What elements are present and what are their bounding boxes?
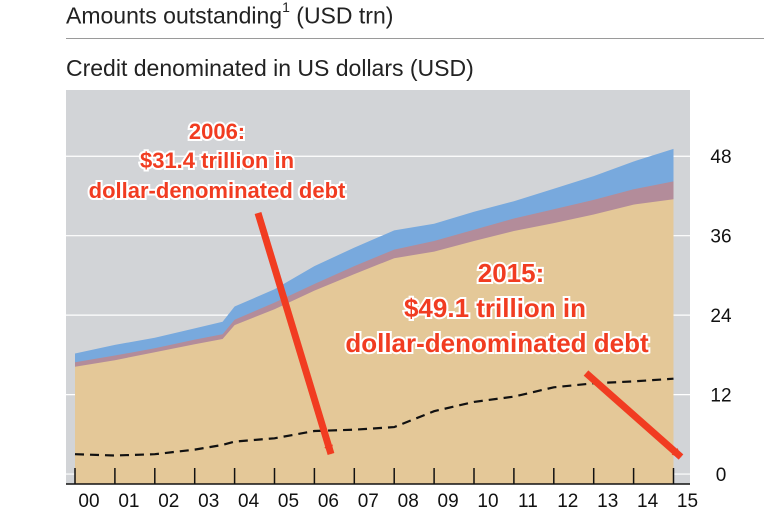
y-axis: 0 12 24 36 48 [710,147,732,486]
area-series [75,148,674,485]
x-tick-label-05: 05 [278,491,299,512]
chart-title: Credit denominated in US dollars (USD) [66,55,474,81]
x-tick-label-07: 07 [358,491,379,512]
x-tick-label-04: 04 [238,491,260,512]
y-tick-label-36: 36 [710,227,731,248]
annotation-2015: 2015: $49.1 trillion in dollar-denominat… [343,256,684,460]
x-tick-label-00: 00 [78,491,99,512]
x-axis: 00 01 02 03 04 05 06 07 08 09 10 11 12 13 14 15 [74,468,698,512]
y-tick-label-48: 48 [710,147,731,168]
x-tick-label-01: 01 [118,491,139,512]
arrow-2015 [583,370,684,460]
annotation-2006-line-1: 2006: [189,119,245,144]
annotation-2006-line-2: $31.4 trillion in [140,148,294,173]
x-tick-label-14: 14 [637,491,659,512]
dashed-line-0 [74,377,674,457]
header-unit: (USD trn) [296,2,394,29]
footnote-marker: 1 [282,0,290,15]
header-divider [66,38,764,39]
x-tick-label-08: 08 [398,491,419,512]
x-tick-label-09: 09 [438,491,459,512]
x-tick-label-06: 06 [318,491,339,512]
x-tick-label-03: 03 [198,491,219,512]
x-tick-label-15: 15 [677,491,698,512]
line-series [74,377,674,457]
x-tick-label-13: 13 [597,491,618,512]
y-tick-label-24: 24 [710,306,732,327]
x-tick-label-11: 11 [518,491,538,512]
x-tick-label-10: 10 [477,491,498,512]
annotation-2006: 2006: $31.4 trillion in dollar-denominat… [87,117,348,456]
x-tick-label-02: 02 [158,491,179,512]
arrow-2006 [254,211,335,456]
area-2 [75,199,674,485]
y-tick-label-0: 0 [716,465,727,486]
x-tick-label-12: 12 [557,491,578,512]
annotation-2015-line-2: $49.1 trillion in [404,293,586,323]
annotation-2015-line-3: dollar-denominated debt [345,328,649,358]
header-title-text: Amounts outstanding [66,2,283,29]
annotation-2006-line-3: dollar-denominated debt [89,178,346,203]
y-tick-label-12: 12 [710,386,731,407]
header-title: Amounts outstanding1 (USD trn) [66,0,394,30]
annotation-2015-line-1: 2015: [478,258,545,288]
